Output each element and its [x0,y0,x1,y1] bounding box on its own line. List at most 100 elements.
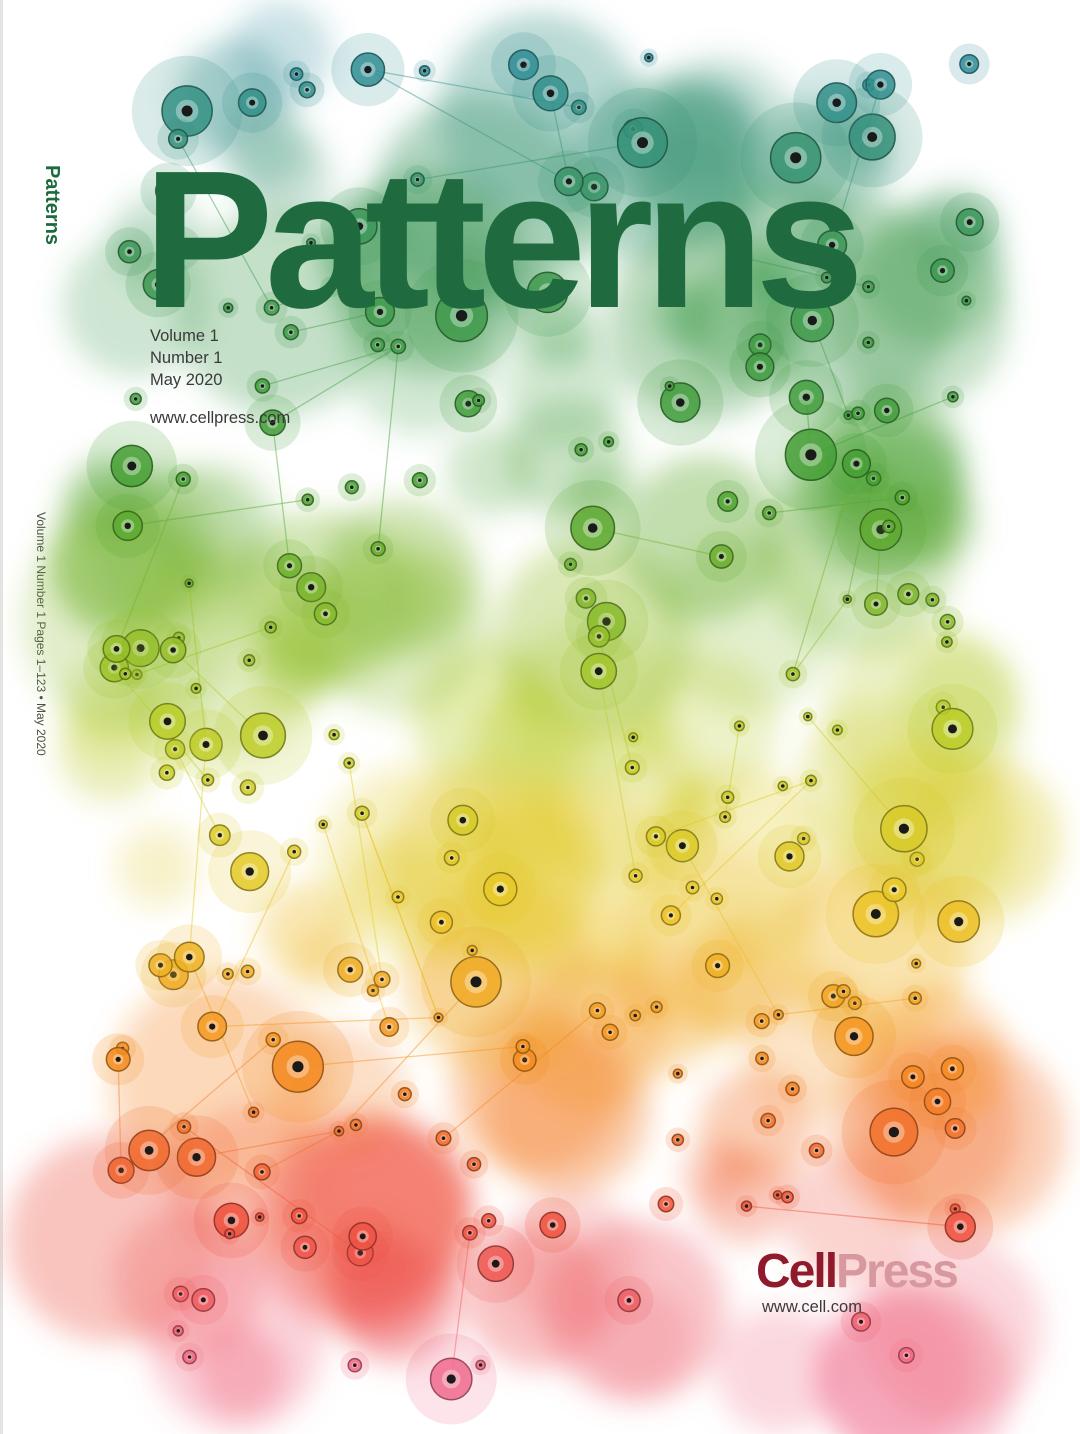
network-node [473,1205,505,1237]
network-node [439,374,498,433]
network-node [113,661,138,686]
network-link [443,1010,598,1139]
network-node [508,1031,538,1062]
network-node [175,1342,204,1372]
network-node [150,755,184,790]
network-node [420,926,532,1038]
network-node [772,775,793,797]
network-node [169,1112,199,1142]
cellpress-logo: CellPress [756,1246,959,1298]
network-node [126,663,148,686]
issue-info: Volume 1 Number 1 May 2020 [150,325,222,391]
network-link [297,1045,523,1068]
network-node [557,551,584,578]
network-node [564,577,608,620]
network-node [956,291,977,311]
network-node [246,370,279,402]
network-link [807,716,905,830]
artwork-blob [621,455,787,621]
network-node [470,1354,491,1376]
network-node [282,1199,317,1233]
network-node [454,1217,486,1249]
network-node [263,539,316,592]
network-link [211,851,295,1027]
network-node [125,251,191,318]
network-node [322,942,378,997]
network-node [465,387,492,414]
network-node [363,330,393,360]
network-node [706,479,750,523]
network-node [748,1044,776,1073]
network-node [815,266,839,290]
network-node [713,805,737,829]
network-node [644,994,669,1020]
network-link [272,345,399,424]
network-node [825,433,888,495]
artwork-blob [176,209,383,416]
network-link [174,748,221,836]
artwork-blob [111,193,205,286]
network-link [271,286,332,309]
network-node [875,512,903,541]
network-node [417,898,466,947]
network-link [417,141,643,181]
network-node [844,399,872,427]
artwork-blob [657,782,721,845]
network-node [301,233,321,253]
network-node [242,1101,265,1124]
network-node [459,1149,489,1179]
network-node [907,683,998,774]
network-node [650,894,692,937]
network-node [740,102,851,213]
network-node [512,55,589,132]
network-node [331,33,405,107]
network-node [314,815,333,834]
network-link [177,138,273,309]
network-node [940,192,1000,252]
network-node [918,585,947,614]
network-node [695,531,747,582]
artwork-blob [828,227,1009,408]
network-node [301,589,350,639]
network-node [913,876,1005,968]
network-node [563,91,595,124]
network-node [856,330,880,355]
artwork-blob [218,100,310,193]
network-link [361,812,440,1018]
network-node [621,861,650,890]
network-node [340,1350,370,1380]
network-node [140,162,197,219]
network-node [404,258,519,373]
network-node [213,686,313,785]
network-node [244,394,301,451]
network-node [86,420,177,512]
network-node [244,1154,280,1190]
network-node [105,227,154,277]
journal-title: Patterns [143,130,864,349]
network-node [456,1224,535,1303]
network-link [115,478,184,650]
network-node [343,1112,369,1138]
network-node [332,1206,393,1267]
network-node [282,60,311,88]
network-node [87,619,146,679]
network-node [320,187,399,266]
network-node [427,1122,460,1155]
network-node [328,1120,350,1142]
network-node [537,150,601,213]
network-node [255,291,288,324]
network-node [413,59,436,82]
network-node [430,787,496,853]
network-node [916,244,969,297]
network-node [163,1277,198,1311]
network-node [156,924,222,990]
network-node [714,784,741,811]
network-node [793,59,881,147]
network-node [659,376,680,397]
artwork-blob [680,1138,751,1209]
network-node [933,1106,977,1150]
network-node [728,715,751,737]
network-node [257,1024,289,1056]
network-link [746,1205,961,1228]
